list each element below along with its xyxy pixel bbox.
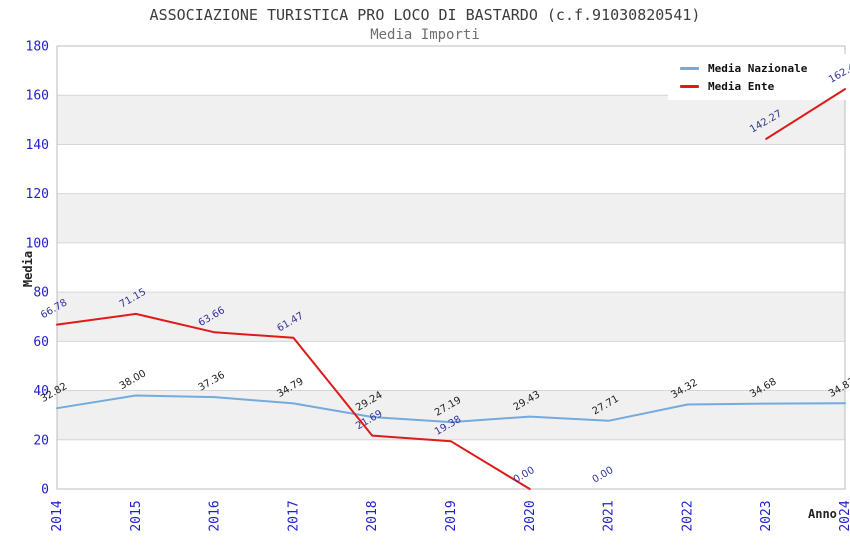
grid-band xyxy=(57,390,845,440)
y-axis-title: Media xyxy=(21,250,35,288)
y-tick-label: 20 xyxy=(33,433,49,448)
media-nazionale-swatch-icon xyxy=(680,66,699,70)
y-tick-label: 0 xyxy=(41,483,49,498)
legend-label: Media Nazionale xyxy=(708,61,808,75)
legend-item-media-nazionale: Media Nazionale xyxy=(680,62,846,75)
media-ente-swatch-icon xyxy=(680,84,699,88)
chart-subtitle: Media Importi xyxy=(370,27,480,43)
y-tick-label: 120 xyxy=(26,187,49,202)
x-tick-label: 2014 xyxy=(50,500,65,531)
y-tick-label: 180 xyxy=(26,40,49,55)
chart-legend: Media Nazionale Media Ente xyxy=(668,54,846,100)
legend-label: Media Ente xyxy=(708,79,775,93)
x-tick-label: 2023 xyxy=(759,500,774,531)
x-tick-label: 2019 xyxy=(444,500,459,531)
chart-title: ASSOCIAZIONE TURISTICA PRO LOCO DI BASTA… xyxy=(149,6,701,24)
y-tick-label: 80 xyxy=(33,286,49,301)
x-tick-label: 2017 xyxy=(286,500,301,531)
legend-item-media-ente: Media Ente xyxy=(680,80,846,93)
x-tick-label: 2018 xyxy=(365,500,380,531)
x-axis-title: Anno xyxy=(808,507,837,521)
grid-band xyxy=(57,193,845,243)
y-tick-label: 160 xyxy=(26,89,49,104)
y-tick-label: 100 xyxy=(26,236,49,251)
x-tick-label: 2020 xyxy=(523,500,538,531)
x-tick-label: 2015 xyxy=(129,500,144,531)
x-tick-label: 2022 xyxy=(680,500,695,531)
grid-band xyxy=(57,292,845,342)
x-tick-label: 2024 xyxy=(838,500,850,531)
y-tick-label: 60 xyxy=(33,335,49,350)
x-tick-label: 2016 xyxy=(208,500,223,531)
y-tick-label: 40 xyxy=(33,384,49,399)
x-tick-label: 2021 xyxy=(602,500,617,531)
y-tick-label: 140 xyxy=(26,138,49,153)
grid-band xyxy=(57,95,845,145)
